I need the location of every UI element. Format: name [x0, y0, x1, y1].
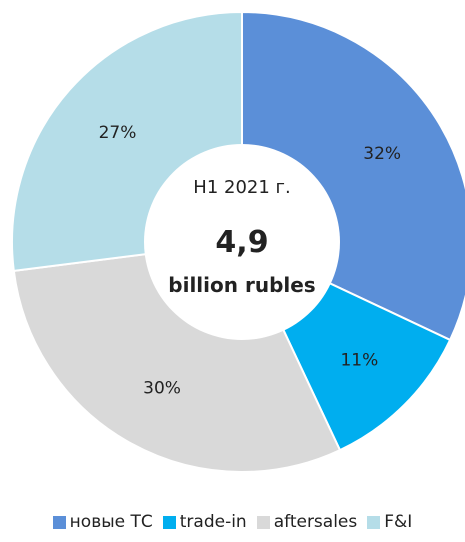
legend-swatch: [52, 515, 66, 529]
legend-swatch: [162, 515, 176, 529]
legend-item-trade-in: trade-in: [162, 512, 247, 532]
slice-labels-group: 32% 11% 30% 27%: [99, 123, 401, 398]
legend-label: F&I: [384, 512, 413, 532]
slice-label-trade-in: 11%: [340, 350, 378, 370]
legend-swatch: [256, 515, 270, 529]
center-total-value: 4,9: [215, 225, 268, 260]
legend-label: aftersales: [273, 512, 358, 532]
legend: новые ТС trade-in aftersales F&I: [0, 512, 465, 532]
center-period-label: H1 2021 г.: [193, 177, 290, 198]
legend-item-новые-тс: новые ТС: [52, 512, 153, 532]
center-unit-label: billion rubles: [168, 273, 315, 297]
legend-label: новые ТС: [69, 512, 153, 532]
legend-item-aftersales: aftersales: [256, 512, 358, 532]
legend-item-f-i: F&I: [367, 512, 412, 532]
donut-hole: [144, 144, 340, 340]
slice-label-новые-тс: 32%: [363, 144, 401, 164]
slice-label-aftersales: 30%: [143, 378, 181, 398]
legend-label: trade-in: [179, 512, 247, 532]
legend-swatch: [367, 515, 381, 529]
donut-chart: 32% 11% 30% 27% H1 2021 г. 4,9 billion rubl…: [11, 10, 465, 473]
slice-label-f-i: 27%: [99, 123, 137, 143]
